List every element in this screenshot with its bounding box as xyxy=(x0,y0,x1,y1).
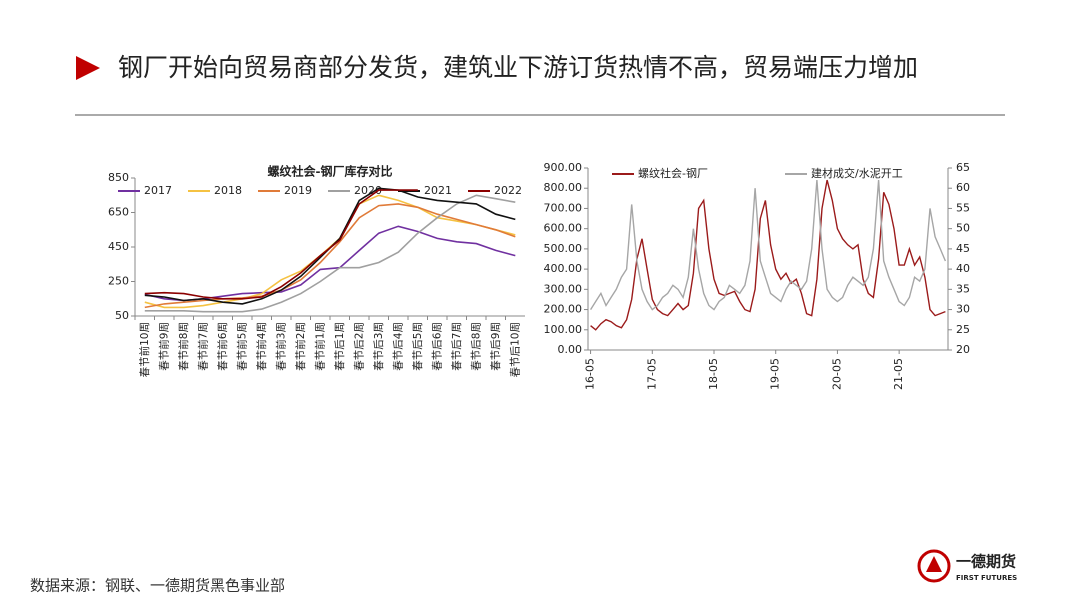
logo-icon xyxy=(917,549,951,583)
y-tick-label: 400.00 xyxy=(544,262,583,275)
logo-english: FIRST FUTURES xyxy=(956,574,1017,582)
source: 数据来源：钢联、一德期货黑色事业部 xyxy=(30,577,285,595)
x-tick-label: 春节后8周 xyxy=(470,322,482,371)
y-tick-label: 300.00 xyxy=(544,282,583,295)
legend-label: 2019 xyxy=(284,184,312,197)
y-tick-label: 850 xyxy=(108,171,129,184)
x-tick-label: 16-05 xyxy=(584,358,597,390)
series-line xyxy=(144,225,516,302)
y2-tick-label: 50 xyxy=(956,222,970,235)
y-tick-label: 50 xyxy=(115,309,129,322)
slide-title: 钢厂开始向贸易商部分发货，建筑业下游订货热情不高，贸易端压力增加 xyxy=(118,53,918,82)
x-tick-label: 春节后6周 xyxy=(431,322,443,371)
logo-name: 一德期货 xyxy=(956,553,1016,571)
x-tick-label: 春节前4周 xyxy=(255,322,268,371)
y2-tick-label: 60 xyxy=(956,181,970,194)
x-tick-label: 春节后3周 xyxy=(373,322,385,371)
x-tick-label: 春节前3周 xyxy=(274,322,287,371)
x-tick-label: 春节前7周 xyxy=(196,322,209,371)
logo: 一德期货 FIRST FUTURES xyxy=(917,549,1017,583)
y-tick-label: 0.00 xyxy=(558,343,583,356)
x-tick-label: 春节后7周 xyxy=(451,322,463,371)
x-tick-label: 春节后4周 xyxy=(392,322,404,371)
series-line xyxy=(144,203,516,309)
legend-label: 2018 xyxy=(214,184,242,197)
y2-tick-label: 35 xyxy=(956,282,970,295)
chart-title: 螺纹社会-钢厂库存对比 xyxy=(268,164,393,179)
y2-tick-label: 20 xyxy=(956,343,970,356)
y-tick-label: 250 xyxy=(108,275,129,288)
legend-label: 2017 xyxy=(144,184,172,197)
y-tick-label: 900.00 xyxy=(544,161,583,174)
y-tick-label: 200.00 xyxy=(544,303,583,316)
y-tick-label: 650 xyxy=(108,206,129,219)
y-tick-label: 700.00 xyxy=(544,201,583,214)
x-tick-label: 17-05 xyxy=(645,358,658,390)
x-tick-label: 春节后2周 xyxy=(353,322,365,371)
x-tick-label: 18-05 xyxy=(707,358,720,390)
y-tick-label: 450 xyxy=(108,240,129,253)
series-line xyxy=(590,179,946,331)
y2-tick-label: 55 xyxy=(956,201,970,214)
x-tick-label: 春节前5周 xyxy=(235,322,248,371)
legend-label: 2022 xyxy=(494,184,522,197)
legend-label: 螺纹社会-钢厂 xyxy=(638,166,708,180)
logo-icon-inner xyxy=(926,556,942,572)
x-tick-label: 春节前8周 xyxy=(177,322,190,371)
x-tick-label: 21-05 xyxy=(892,358,905,390)
legend-label: 建材成交/水泥开工 xyxy=(811,166,903,180)
series-line xyxy=(590,180,947,311)
x-tick-label: 春节前9周 xyxy=(157,322,170,371)
y2-tick-label: 45 xyxy=(956,242,970,255)
x-tick-label: 春节前10周 xyxy=(138,322,151,377)
x-tick-label: 20-05 xyxy=(830,358,843,390)
y2-tick-label: 30 xyxy=(956,303,970,316)
y2-tick-label: 40 xyxy=(956,262,970,275)
legend-label: 2021 xyxy=(424,184,452,197)
series-line xyxy=(144,194,516,313)
x-tick-label: 春节后10周 xyxy=(509,322,521,377)
x-tick-label: 春节前1周 xyxy=(313,322,326,371)
x-tick-label: 春节前6周 xyxy=(216,322,229,371)
y2-tick-label: 65 xyxy=(956,161,970,174)
title-marker xyxy=(76,56,100,80)
y-tick-label: 600.00 xyxy=(544,222,583,235)
x-tick-label: 春节前2周 xyxy=(294,322,307,371)
y-tick-label: 500.00 xyxy=(544,242,583,255)
x-tick-label: 春节后5周 xyxy=(412,322,424,371)
x-tick-label: 春节后1周 xyxy=(334,322,346,371)
y2-tick-label: 25 xyxy=(956,323,970,336)
series-line xyxy=(144,189,418,300)
x-tick-label: 春节后9周 xyxy=(490,322,502,371)
x-tick-label: 19-05 xyxy=(769,358,782,390)
y-tick-label: 800.00 xyxy=(544,181,583,194)
y-tick-label: 100.00 xyxy=(544,323,583,336)
